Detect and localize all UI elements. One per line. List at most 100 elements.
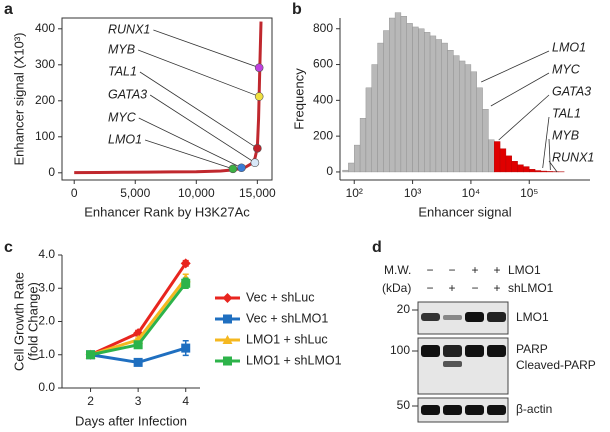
gene-point [237,163,246,173]
y-tick-label: 1.0 [38,347,55,361]
histogram-bar [511,161,518,173]
band [487,405,506,415]
x-tick-label: 15,000 [239,186,276,200]
y-axis-label: Frequency [291,68,306,130]
marker [181,278,191,288]
histogram-bar [348,162,355,173]
band [443,361,462,367]
y-tick-label: 4.0 [38,247,55,261]
histogram-bar [447,50,454,173]
x-tick-label: 10² [346,186,363,200]
x-tick-label: 10,000 [178,186,215,200]
sign: + [471,263,478,277]
x-axis-label: Enhancer signal [418,204,511,219]
histogram-bar [529,169,536,173]
panel-label: a [4,1,13,18]
gene-label: RUNX1 [552,150,594,164]
callout-line [481,50,550,83]
histogram-bar [377,42,384,173]
gene-point [250,158,260,168]
band-label: PARP [516,342,548,356]
x-tick-label: 10³ [404,186,421,200]
callout-line [139,71,258,149]
gene-label: LMO1 [552,40,586,54]
y-tick-label: 100 [35,129,55,143]
band [465,312,484,322]
enhancer-curve [74,21,263,175]
legend-marker [222,293,233,303]
gene-label: TAL1 [108,64,137,78]
legend-label: Vec + shLMO1 [246,311,328,325]
histogram-bar [412,26,419,173]
histogram-bar [435,39,442,173]
x-axis-label: Enhancer Rank by H3K27Ac [84,204,250,219]
band-label: β-actin [516,402,552,416]
gene-label: MYB [108,42,135,56]
plot-frame [61,17,273,181]
histogram-bar [523,166,530,173]
histogram-bar [482,109,489,173]
band-label: LMO1 [516,310,549,324]
gene-label: MYC [108,110,137,124]
callout-line [149,94,256,164]
sign: − [426,263,433,277]
gene-label: TAL1 [552,106,581,120]
legend-marker [223,356,232,366]
x-tick-label: 10⁴ [462,186,481,200]
histogram-bar [406,23,413,173]
gene-label: GATA3 [552,84,591,98]
histogram-bar [470,71,477,173]
mw-label: M.W. [384,263,411,277]
sign: + [448,281,455,295]
x-tick-label: 3 [135,394,142,408]
x-tick-label: 2 [87,394,94,408]
histogram-bar [546,171,553,173]
marker [133,340,143,350]
band [465,405,484,415]
y-tick-label: 400 [313,93,333,107]
y-tick-label: 2.0 [38,314,55,328]
band [443,405,462,415]
histogram-bar [424,32,431,173]
band [487,312,506,322]
y-tick-label: 600 [313,57,333,71]
callout-line [153,29,260,69]
callout-line [137,49,260,97]
callout-line [548,138,551,171]
y-tick-label: 200 [35,93,55,107]
histogram-bar [476,87,483,173]
sign: − [471,281,478,295]
callout-line [490,72,550,107]
gene-label: MYC [552,62,581,76]
band [443,315,462,320]
gene-point [254,63,264,72]
legend-label: LMO1 + shLuc [246,332,328,346]
row-label: LMO1 [508,263,541,277]
histogram-bar [494,141,501,173]
gene-point [254,92,264,101]
y-tick-label: 300 [35,57,55,71]
callout-line [138,117,242,169]
y-tick-label: 200 [313,128,333,142]
mw-marker: 100 [390,343,410,357]
legend-label: Vec + shLuc [246,290,314,304]
y-tick-label: 0 [326,164,333,178]
histogram-bar [488,139,495,173]
band [421,313,440,321]
y-tick-label: 0 [48,165,55,179]
gene-label: GATA3 [108,87,147,101]
histogram-bar [429,35,437,173]
gene-point [253,144,262,153]
band [443,345,462,357]
histogram-bar [365,87,372,173]
panel-label: b [292,1,302,18]
marker [181,343,191,353]
mw-label: (kDa) [382,281,411,295]
callout-line [144,139,234,170]
y-tick-label: 0.0 [38,380,55,394]
histogram-bar [505,155,512,173]
histogram-bar [389,17,396,173]
histogram-bar [400,16,407,173]
histogram-bar [418,28,425,173]
